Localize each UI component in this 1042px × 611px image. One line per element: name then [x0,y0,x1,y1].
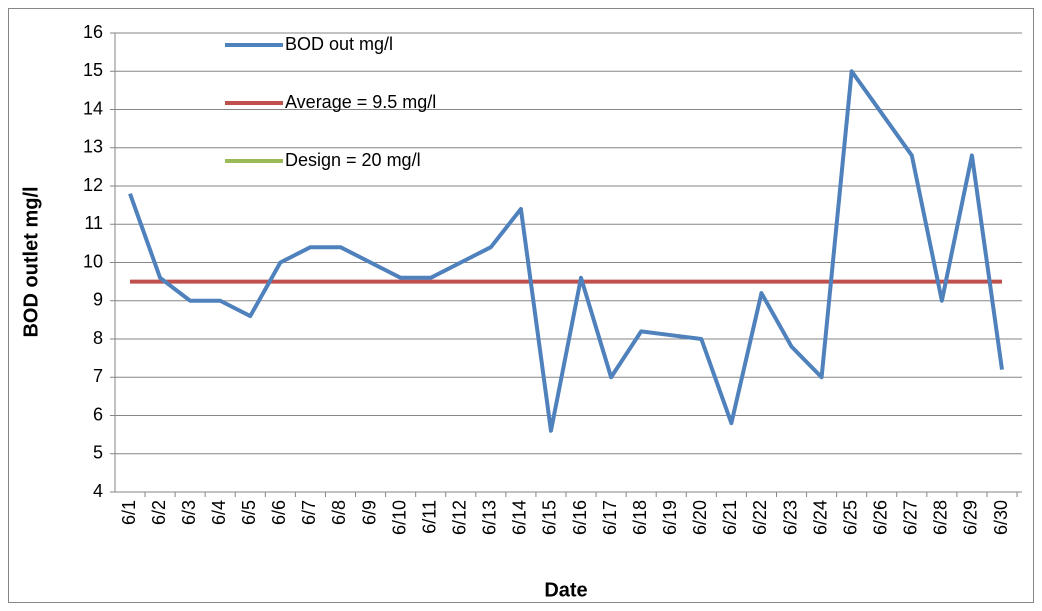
y-tick-label: 13 [83,137,103,157]
legend-label: Design = 20 mg/l [285,150,421,170]
x-tick-label: 6/23 [780,500,800,535]
x-tick-label: 6/7 [299,500,319,525]
y-tick-label: 4 [93,481,103,501]
y-tick-label: 10 [83,251,103,271]
x-tick-label: 6/22 [750,500,770,535]
x-tick-label: 6/2 [149,500,169,525]
x-tick-label: 6/24 [810,500,830,535]
x-tick-label: 6/29 [961,500,981,535]
plot-area [128,69,1004,433]
x-tick-label: 6/4 [209,500,229,525]
x-tick-label: 6/27 [901,500,921,535]
x-tick-label: 6/6 [269,500,289,525]
y-tick-label: 12 [83,175,103,195]
x-tick-label: 6/3 [179,500,199,525]
y-tick-label: 14 [83,98,103,118]
x-tick-label: 6/28 [931,500,951,535]
x-tick-label: 6/21 [720,500,740,535]
x-tick-label: 6/18 [630,500,650,535]
y-tick-label: 5 [93,443,103,463]
x-tick-label: 6/19 [660,500,680,535]
legend-label: Average = 9.5 mg/l [285,92,436,112]
x-tick-label: 6/11 [419,500,439,534]
y-tick-label: 6 [93,404,103,424]
x-tick-label: 6/14 [510,500,530,535]
legend-label: BOD out mg/l [285,34,393,54]
series-line [128,69,1004,433]
x-tick-label: 6/9 [359,500,379,525]
x-tick-label: 6/30 [991,500,1011,535]
y-tick-label: 9 [93,290,103,310]
x-tick-label: 6/13 [480,500,500,535]
y-axis-title: BOD outlet mg/l [20,186,42,337]
x-tick-label: 6/26 [870,500,890,535]
x-tick-label: 6/10 [389,500,409,535]
x-tick-label: 6/17 [600,500,620,535]
x-tick-label: 6/16 [570,500,590,535]
y-tick-label: 7 [93,366,103,386]
x-axis-title: Date [544,579,587,601]
x-tick-label: 6/25 [840,500,860,535]
x-tick-label: 6/12 [450,500,470,535]
y-tick-label: 15 [83,60,103,80]
x-tick-label: 6/15 [540,500,560,535]
x-tick-label: 6/20 [690,500,710,535]
x-tick-label: 6/5 [239,500,259,525]
x-tick-label: 6/1 [119,500,139,525]
y-tick-label: 8 [93,328,103,348]
y-tick-label: 11 [84,213,103,233]
chart-border [8,8,1034,603]
y-tick-label: 16 [83,22,103,42]
x-tick-label: 6/8 [329,500,349,525]
